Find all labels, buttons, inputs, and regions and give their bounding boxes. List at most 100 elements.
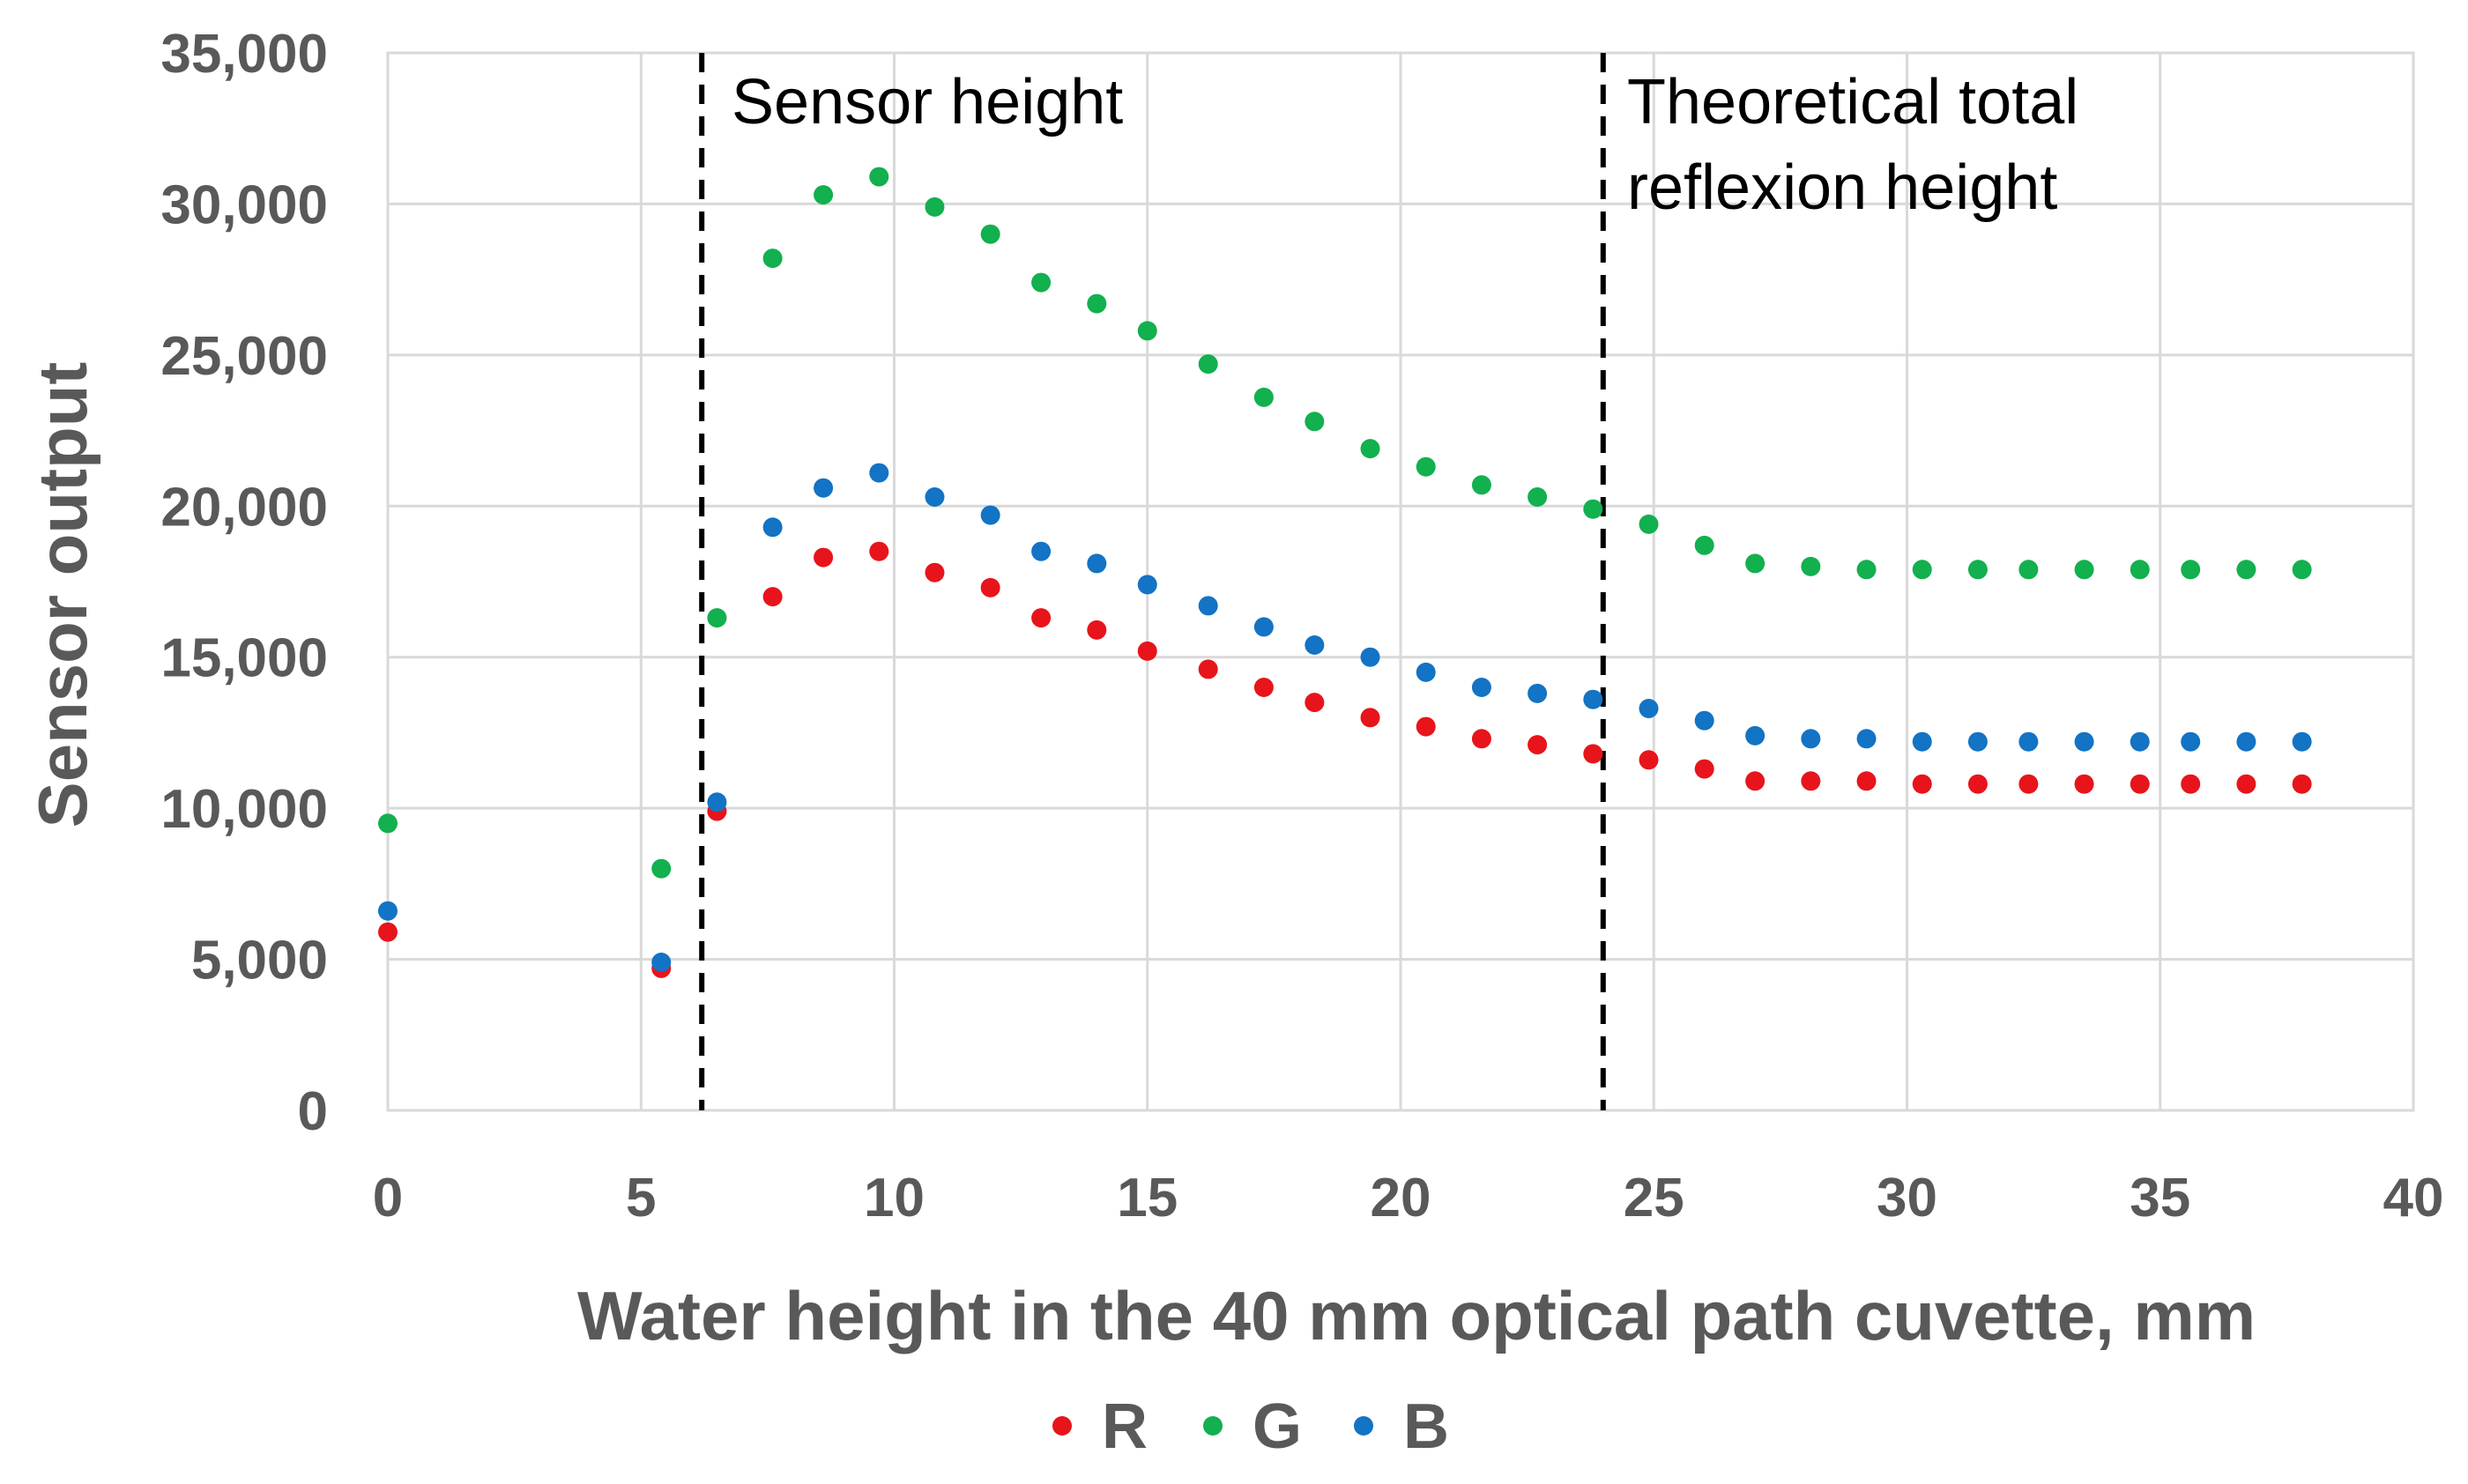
data-point-G: [1745, 553, 1766, 574]
y-tick-label: 10,000: [160, 779, 328, 840]
data-point-R: [1416, 716, 1436, 737]
data-point-G: [1253, 387, 1274, 407]
data-point-B: [814, 478, 834, 498]
data-point-G: [2236, 560, 2256, 580]
data-point-G: [1967, 560, 1988, 580]
data-point-B: [1694, 710, 1714, 731]
data-point-B: [2018, 731, 2039, 752]
x-tick-label: 35: [2130, 1168, 2190, 1228]
data-point-R: [1031, 608, 1052, 628]
data-point-R: [1912, 774, 1932, 794]
data-point-G: [1471, 475, 1491, 495]
data-points: [378, 167, 2312, 978]
data-point-B: [980, 505, 1000, 525]
data-point-B: [1967, 731, 1988, 752]
data-point-B: [1360, 647, 1380, 667]
data-point-B: [2292, 731, 2312, 752]
data-point-G: [1137, 321, 1157, 341]
legend-label-R: R: [1102, 1391, 1148, 1462]
data-point-B: [1305, 635, 1325, 655]
data-point-R: [1137, 641, 1157, 661]
y-axis-title: Sensor output: [24, 362, 101, 828]
data-point-G: [980, 224, 1000, 244]
reference-lines: [699, 53, 1606, 1110]
y-tick-label: 35,000: [160, 24, 328, 85]
data-point-R: [1360, 708, 1380, 728]
y-tick-label: 0: [298, 1081, 328, 1142]
data-point-B: [1639, 699, 1659, 718]
data-point-G: [1639, 514, 1659, 534]
data-point-R: [1583, 744, 1603, 764]
data-point-R: [1639, 750, 1659, 770]
data-point-G: [1198, 354, 1218, 375]
data-point-R: [1198, 659, 1218, 679]
data-point-B: [1416, 662, 1436, 682]
data-point-B: [651, 953, 672, 972]
annotation-sensor-height: Sensor height: [732, 67, 1123, 137]
data-point-G: [1801, 556, 1821, 576]
x-tick-label: 5: [626, 1168, 656, 1228]
data-point-G: [1694, 535, 1714, 555]
data-point-G: [762, 249, 783, 269]
data-point-R: [1801, 771, 1821, 791]
data-point-R: [2074, 774, 2094, 794]
grid: [386, 51, 2415, 1112]
data-point-G: [651, 858, 672, 879]
data-point-G: [1360, 439, 1380, 459]
data-point-G: [814, 185, 834, 205]
x-tick-label: 20: [1371, 1168, 1431, 1228]
data-point-B: [1528, 683, 1548, 703]
data-point-G: [1031, 272, 1052, 293]
legend-label-G: G: [1253, 1391, 1302, 1462]
x-tick-label: 40: [2383, 1168, 2444, 1228]
data-point-R: [925, 562, 945, 582]
data-point-R: [2292, 774, 2312, 794]
data-point-R: [1305, 693, 1325, 713]
y-tick-label: 5,000: [191, 931, 328, 991]
series-B: [378, 463, 2312, 972]
data-point-G: [1087, 293, 1107, 314]
data-point-G: [869, 167, 889, 187]
x-tick-label: 10: [864, 1168, 925, 1228]
data-point-G: [1305, 412, 1325, 432]
data-point-R: [1528, 735, 1548, 755]
data-point-B: [1856, 729, 1877, 749]
legend-marker-B: [1354, 1416, 1373, 1436]
data-point-R: [1694, 759, 1714, 779]
data-point-B: [2074, 731, 2094, 752]
data-point-R: [1856, 771, 1877, 791]
data-point-B: [378, 901, 398, 921]
data-point-R: [1087, 620, 1107, 640]
data-point-B: [1583, 689, 1603, 709]
data-point-B: [2130, 731, 2150, 752]
data-point-G: [925, 197, 945, 217]
data-point-B: [707, 792, 727, 812]
data-point-G: [1583, 499, 1603, 519]
data-point-B: [1198, 596, 1218, 616]
data-point-B: [1087, 553, 1107, 574]
data-point-G: [378, 813, 398, 834]
data-point-B: [1137, 575, 1157, 595]
data-point-R: [869, 541, 889, 561]
annotation-total-reflexion-line2: reflexion height: [1627, 152, 2057, 223]
series-G: [378, 167, 2312, 879]
data-point-R: [1471, 729, 1491, 749]
data-point-G: [2130, 560, 2150, 580]
y-tick-label: 20,000: [160, 477, 328, 538]
x-tick-label: 15: [1117, 1168, 1178, 1228]
data-point-G: [2074, 560, 2094, 580]
data-point-G: [1528, 487, 1548, 507]
data-point-B: [1912, 731, 1932, 752]
y-axis: 0 5,000 10,000 15,000 20,000 25,000 30,000 35,0…: [160, 24, 328, 1142]
series-R: [378, 541, 2312, 978]
data-point-R: [2181, 774, 2201, 794]
data-point-B: [2181, 731, 2201, 752]
legend-label-B: B: [1403, 1391, 1449, 1462]
data-point-R: [1745, 771, 1766, 791]
data-point-B: [869, 463, 889, 483]
data-point-R: [378, 922, 398, 942]
data-point-B: [1801, 729, 1821, 749]
data-point-G: [1416, 456, 1436, 477]
data-point-G: [1856, 560, 1877, 580]
